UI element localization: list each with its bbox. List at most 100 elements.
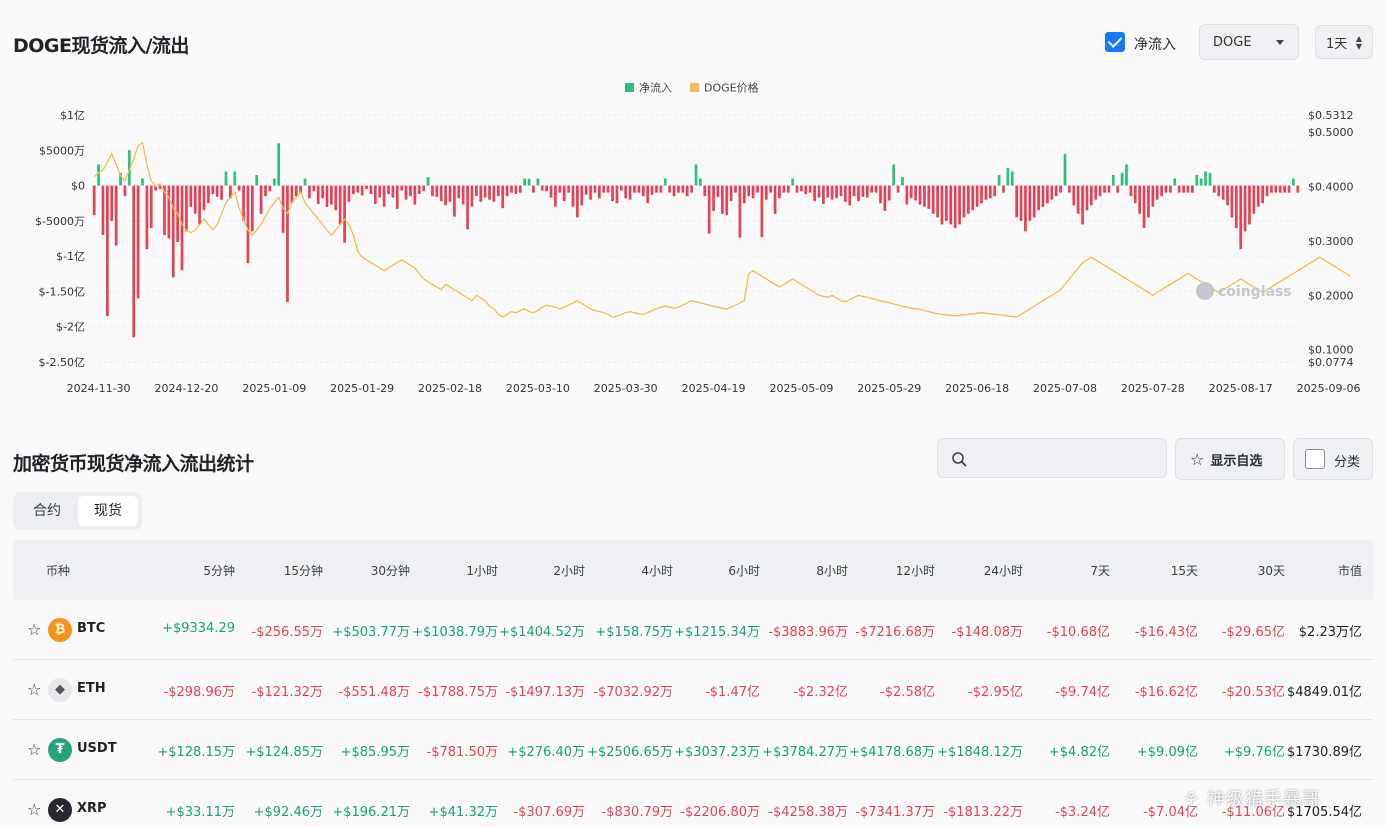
flow-bar[interactable] xyxy=(598,185,601,199)
flow-bar[interactable] xyxy=(1221,185,1225,200)
flow-bar[interactable] xyxy=(1169,185,1172,193)
flow-bar[interactable] xyxy=(1199,178,1203,186)
flow-bar[interactable] xyxy=(980,185,983,204)
flow-bar[interactable] xyxy=(558,185,562,193)
flow-bar[interactable] xyxy=(703,185,707,197)
flow-bar[interactable] xyxy=(545,185,549,192)
flow-bar[interactable] xyxy=(936,185,939,218)
flow-bar[interactable] xyxy=(738,185,742,238)
flow-bar[interactable] xyxy=(1182,185,1185,193)
flow-bar[interactable] xyxy=(369,185,373,195)
column-header[interactable]: 30天 xyxy=(1257,564,1285,578)
flow-bar[interactable] xyxy=(229,185,232,199)
flow-bar[interactable] xyxy=(312,185,316,192)
flow-bar[interactable] xyxy=(1296,185,1300,193)
flow-bar[interactable] xyxy=(316,185,320,204)
flow-bar[interactable] xyxy=(633,185,636,193)
flow-bar[interactable] xyxy=(905,185,909,205)
flow-bar[interactable] xyxy=(1138,185,1142,214)
flow-bar[interactable] xyxy=(923,185,926,207)
flow-bar[interactable] xyxy=(720,185,724,214)
flow-bar[interactable] xyxy=(343,185,346,243)
flow-bar[interactable] xyxy=(945,185,948,221)
flow-bar[interactable] xyxy=(641,185,645,197)
flow-bar[interactable] xyxy=(185,185,188,232)
flow-bar[interactable] xyxy=(576,185,579,218)
column-header[interactable]: 2小时 xyxy=(553,564,585,578)
flow-bar[interactable] xyxy=(1173,178,1177,186)
flow-bar[interactable] xyxy=(237,185,241,191)
flow-bar[interactable] xyxy=(207,185,210,204)
flow-bar[interactable] xyxy=(1076,185,1080,214)
column-header[interactable]: 15天 xyxy=(1170,564,1198,578)
flow-bar[interactable] xyxy=(1125,164,1128,186)
flow-bar[interactable] xyxy=(202,185,206,211)
flow-bar[interactable] xyxy=(373,185,377,204)
flow-bar[interactable] xyxy=(580,185,584,206)
flow-bar[interactable] xyxy=(857,185,860,202)
flow-bar[interactable] xyxy=(242,185,245,221)
flow-bar[interactable] xyxy=(132,185,136,338)
flow-bar[interactable] xyxy=(1019,185,1023,221)
flow-bar[interactable] xyxy=(835,185,838,199)
flow-bar[interactable] xyxy=(988,185,992,199)
tab-spot[interactable]: 现货 xyxy=(78,496,138,526)
flow-bar[interactable] xyxy=(690,185,693,193)
flow-bar[interactable] xyxy=(510,185,513,193)
flow-bar[interactable] xyxy=(562,185,566,202)
flow-bar[interactable] xyxy=(817,185,821,198)
flow-bar[interactable] xyxy=(334,185,338,211)
flow-bar[interactable] xyxy=(619,185,623,191)
flow-bar[interactable] xyxy=(874,185,878,193)
flow-bar[interactable] xyxy=(360,185,364,196)
flow-bar[interactable] xyxy=(1274,185,1278,193)
flow-bar[interactable] xyxy=(365,185,368,190)
flow-bar[interactable] xyxy=(1010,171,1014,186)
flow-bar[interactable] xyxy=(773,185,777,214)
flow-bar[interactable] xyxy=(1230,185,1234,218)
flow-bar[interactable] xyxy=(751,185,755,199)
flow-bar[interactable] xyxy=(984,185,988,200)
flow-bar[interactable] xyxy=(914,185,917,201)
flow-bar[interactable] xyxy=(659,185,663,193)
flow-bar[interactable] xyxy=(404,185,408,200)
flow-bar[interactable] xyxy=(822,185,825,204)
flow-bar[interactable] xyxy=(518,185,522,193)
flow-bar[interactable] xyxy=(106,185,109,317)
column-header[interactable]: 市值 xyxy=(1337,564,1362,578)
flow-bar[interactable] xyxy=(1085,185,1089,211)
category-toggle[interactable]: 分类 xyxy=(1293,438,1373,480)
flow-bar[interactable] xyxy=(795,185,799,193)
flow-bar[interactable] xyxy=(457,185,461,199)
flow-bar[interactable] xyxy=(1287,185,1291,193)
flow-bar[interactable] xyxy=(378,185,382,198)
flow-bar[interactable] xyxy=(127,150,131,186)
flow-bar[interactable] xyxy=(448,185,452,202)
flow-bar[interactable] xyxy=(1098,185,1102,197)
favorite-star-icon[interactable]: ☆ xyxy=(27,620,42,639)
flow-bar[interactable] xyxy=(1142,185,1146,228)
flow-bar[interactable] xyxy=(1261,185,1265,204)
flow-bar[interactable] xyxy=(962,185,966,218)
flow-bar[interactable] xyxy=(1015,185,1019,218)
flow-bar[interactable] xyxy=(1054,185,1058,197)
flow-bar[interactable] xyxy=(1103,185,1106,193)
flow-bar[interactable] xyxy=(567,185,570,193)
flow-bar[interactable] xyxy=(523,178,527,186)
flow-bar[interactable] xyxy=(896,185,900,193)
flow-bar[interactable] xyxy=(299,185,303,193)
flow-bar[interactable] xyxy=(668,185,671,193)
table-row[interactable]: ☆ ✕ XRP +$33.11万 +$92.46万 +$196.21万 +$41.32万 -$… xyxy=(13,780,1373,827)
flow-bar[interactable] xyxy=(756,185,759,193)
flow-bar[interactable] xyxy=(826,185,830,198)
flow-bar[interactable] xyxy=(246,185,250,264)
flow-bar[interactable] xyxy=(158,185,162,190)
flow-bar[interactable] xyxy=(1050,185,1054,200)
flow-bar[interactable] xyxy=(1147,185,1150,218)
flow-bar[interactable] xyxy=(852,185,856,197)
flow-bar[interactable] xyxy=(1037,185,1040,211)
flow-bar[interactable] xyxy=(1177,185,1181,193)
flow-bar[interactable] xyxy=(699,178,702,186)
flow-bar[interactable] xyxy=(887,185,891,201)
flow-bar[interactable] xyxy=(918,185,922,205)
